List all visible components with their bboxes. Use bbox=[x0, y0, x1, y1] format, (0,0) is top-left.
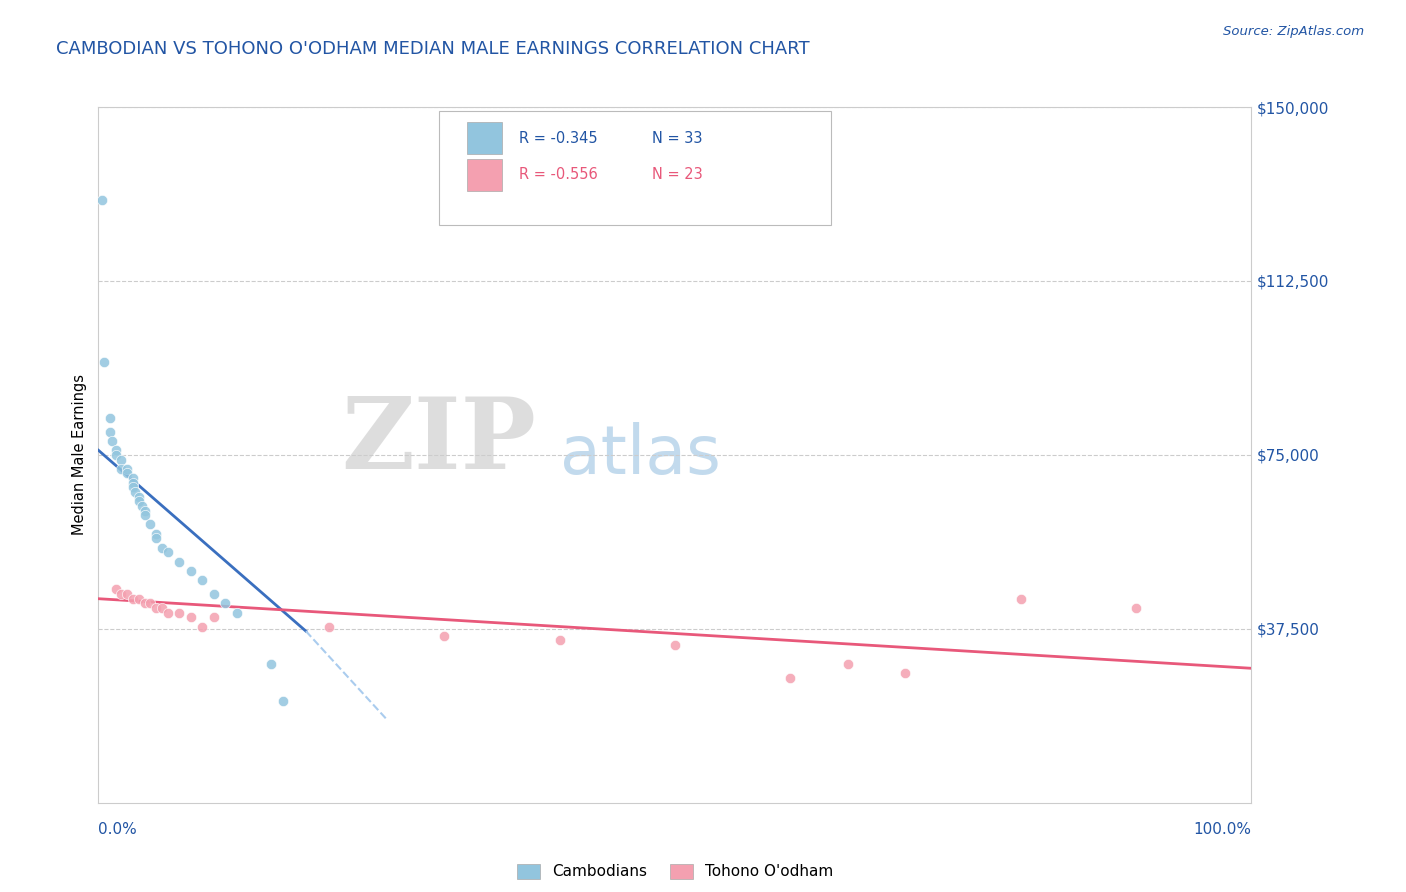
Point bbox=[117, 462, 139, 476]
Point bbox=[191, 619, 214, 633]
Point bbox=[110, 452, 132, 467]
Point bbox=[433, 629, 456, 643]
Point bbox=[134, 508, 156, 523]
Point bbox=[128, 494, 150, 508]
Point bbox=[104, 443, 127, 458]
Point bbox=[202, 587, 225, 601]
Text: CAMBODIAN VS TOHONO O'ODHAM MEDIAN MALE EARNINGS CORRELATION CHART: CAMBODIAN VS TOHONO O'ODHAM MEDIAN MALE … bbox=[56, 40, 810, 58]
Text: R = -0.345: R = -0.345 bbox=[519, 130, 598, 145]
Point bbox=[214, 596, 236, 610]
Point bbox=[104, 448, 127, 462]
Text: Source: ZipAtlas.com: Source: ZipAtlas.com bbox=[1223, 25, 1364, 38]
Point bbox=[167, 555, 190, 569]
Point bbox=[128, 591, 150, 606]
Point bbox=[150, 541, 173, 555]
Point bbox=[145, 601, 167, 615]
Point bbox=[225, 606, 247, 620]
Point bbox=[139, 517, 162, 532]
Point bbox=[145, 532, 167, 546]
Text: 100.0%: 100.0% bbox=[1194, 822, 1251, 837]
Point bbox=[128, 490, 150, 504]
Point bbox=[122, 471, 145, 485]
Bar bbox=[467, 122, 502, 153]
Point bbox=[894, 665, 917, 680]
Point bbox=[191, 573, 214, 587]
Text: R = -0.556: R = -0.556 bbox=[519, 168, 598, 182]
Bar bbox=[467, 159, 502, 191]
Point bbox=[104, 582, 127, 597]
Point bbox=[124, 485, 146, 500]
Text: ZIP: ZIP bbox=[342, 392, 537, 490]
Point bbox=[98, 425, 121, 439]
Point bbox=[548, 633, 571, 648]
Point bbox=[202, 610, 225, 624]
Point bbox=[260, 657, 283, 671]
Point bbox=[131, 499, 153, 513]
Point bbox=[101, 434, 124, 448]
FancyBboxPatch shape bbox=[439, 111, 831, 226]
Point bbox=[93, 355, 115, 369]
Point bbox=[117, 587, 139, 601]
Point bbox=[122, 475, 145, 490]
Point bbox=[134, 503, 156, 517]
Point bbox=[134, 596, 156, 610]
Point bbox=[180, 610, 202, 624]
Point bbox=[180, 564, 202, 578]
Point bbox=[110, 587, 132, 601]
Point bbox=[117, 467, 139, 481]
Text: N = 23: N = 23 bbox=[652, 168, 703, 182]
Point bbox=[110, 462, 132, 476]
Point bbox=[779, 671, 801, 685]
Point bbox=[156, 606, 179, 620]
Point bbox=[664, 638, 686, 652]
Point bbox=[145, 526, 167, 541]
Point bbox=[90, 193, 112, 207]
Point bbox=[1125, 601, 1147, 615]
Point bbox=[122, 591, 145, 606]
Text: 0.0%: 0.0% bbox=[98, 822, 138, 837]
Text: N = 33: N = 33 bbox=[652, 130, 703, 145]
Point bbox=[156, 545, 179, 559]
Point bbox=[98, 410, 121, 425]
Point bbox=[271, 694, 294, 708]
Point bbox=[837, 657, 859, 671]
Point bbox=[1010, 591, 1032, 606]
Legend: Cambodians, Tohono O'odham: Cambodians, Tohono O'odham bbox=[510, 857, 839, 886]
Y-axis label: Median Male Earnings: Median Male Earnings bbox=[72, 375, 87, 535]
Text: atlas: atlas bbox=[560, 422, 720, 488]
Point bbox=[167, 606, 190, 620]
Point bbox=[122, 480, 145, 494]
Point bbox=[139, 596, 162, 610]
Point bbox=[150, 601, 173, 615]
Point bbox=[318, 619, 340, 633]
